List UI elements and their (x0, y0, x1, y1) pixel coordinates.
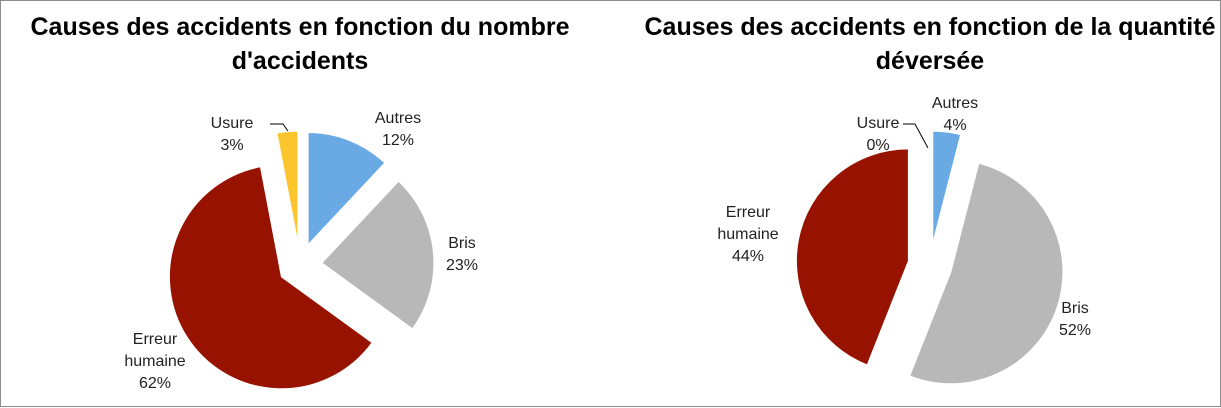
label-name: Autres (374, 110, 422, 127)
label-name: Erreur humaine (124, 331, 186, 370)
pie-slice (909, 162, 1064, 385)
label-value: 4% (943, 117, 967, 134)
leader-line (903, 123, 929, 149)
label-value: 62% (138, 375, 172, 392)
data-label: Usure 0% (833, 113, 923, 157)
pie-slice (932, 130, 962, 244)
label-value: 3% (220, 137, 244, 154)
pie-slice (168, 166, 373, 390)
leader-line (270, 123, 291, 135)
label-value: 23% (445, 257, 479, 274)
pie-slice (795, 148, 909, 366)
data-label: Bris 23% (417, 233, 507, 277)
data-label: Erreur humaine 62% (110, 329, 200, 395)
pie-slice (307, 132, 386, 246)
pie-slice (321, 180, 435, 330)
pie-slice (276, 130, 299, 244)
label-value: 0% (866, 137, 890, 154)
label-name: Usure (856, 115, 900, 132)
chart-title: Causes des accidents en fonction de la q… (644, 13, 1216, 75)
label-name: Usure (210, 115, 254, 132)
data-label: Autres 4% (910, 93, 1000, 137)
data-label: Erreur humaine 44% (703, 202, 793, 268)
label-value: 44% (731, 248, 765, 265)
label-value: 52% (1058, 322, 1092, 339)
label-name: Autres (931, 95, 979, 112)
data-label: Bris 52% (1030, 298, 1120, 342)
label-name: Erreur humaine (717, 204, 779, 243)
label-value: 12% (381, 132, 415, 149)
label-name: Bris (448, 235, 476, 252)
data-label: Usure 3% (187, 113, 277, 157)
label-name: Bris (1061, 300, 1089, 317)
data-label: Autres 12% (353, 108, 443, 152)
chart-title: Causes des accidents en fonction du nomb… (30, 13, 570, 75)
